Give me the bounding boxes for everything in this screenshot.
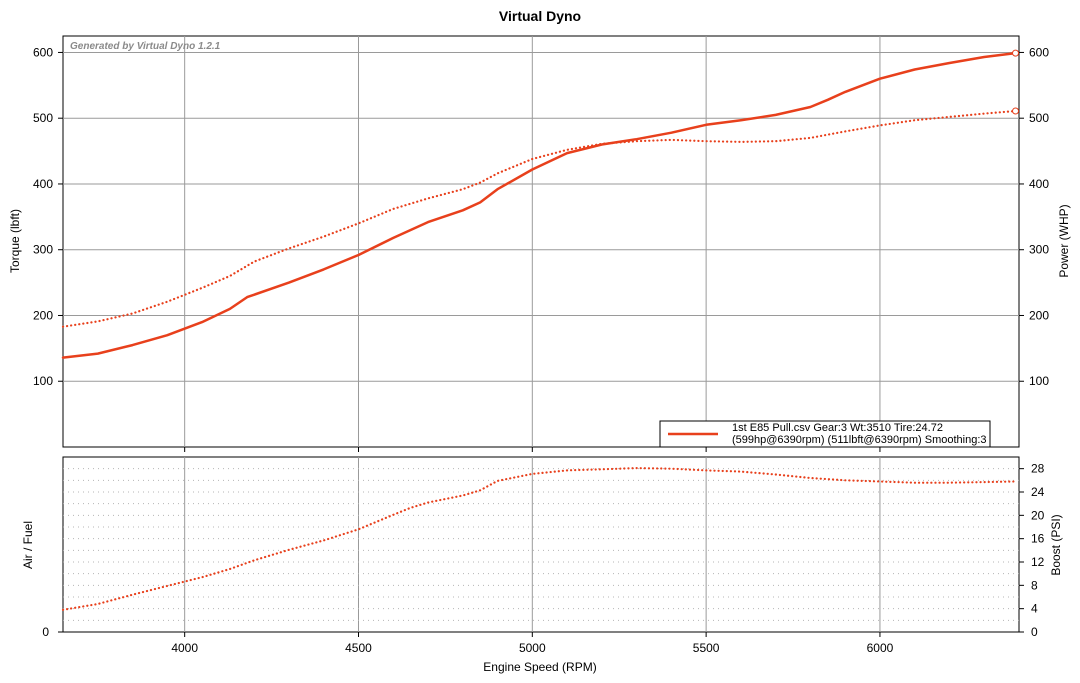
bottom-ticks: 0 4 8 12 16 20 24 28 0 <box>42 462 1044 639</box>
boost-tick-label: 20 <box>1031 508 1045 522</box>
x-tick-label: 6000 <box>867 641 894 655</box>
power-tick-label: 100 <box>1029 374 1049 388</box>
power-tick-label: 400 <box>1029 177 1049 191</box>
boost-tick-label: 8 <box>1031 578 1038 592</box>
power-tick-label: 500 <box>1029 111 1049 125</box>
x-axis-label: Engine Speed (RPM) <box>483 660 596 674</box>
torque-tick-label: 500 <box>33 111 53 125</box>
boost-series-line <box>61 466 1017 611</box>
torque-tick-label: 100 <box>33 374 53 388</box>
airfuel-boost-panel: 0 4 8 12 16 20 24 28 0 Air / Fuel Boost (PSI) <box>21 456 1063 639</box>
torque-tick-label: 600 <box>33 45 53 59</box>
chart-title: Virtual Dyno <box>499 8 581 24</box>
torque-power-panel: 100 200 300 400 500 600 100 200 300 400 500 600 Gen… <box>8 35 1071 448</box>
torque-tick-label: 200 <box>33 308 53 322</box>
boost-tick-label: 16 <box>1031 532 1045 546</box>
boost-tick-label: 12 <box>1031 555 1045 569</box>
top-plot-area <box>62 35 1020 448</box>
boost-tick-label: 4 <box>1031 602 1038 616</box>
boost-axis-label: Boost (PSI) <box>1049 514 1063 575</box>
boost-tick-label: 0 <box>1031 625 1038 639</box>
bottom-plot-area <box>62 456 1020 633</box>
top-grid <box>63 36 1019 447</box>
legend: 1st E85 Pull.csv Gear:3 Wt:3510 Tire:24.… <box>659 420 991 448</box>
power-tick-label: 300 <box>1029 243 1049 257</box>
airfuel-tick-label: 0 <box>42 625 49 639</box>
series-end-marker <box>1012 107 1020 115</box>
top-series <box>61 49 1020 359</box>
x-tick-label: 4000 <box>171 641 198 655</box>
x-axis: 4000 4500 5000 5500 6000 <box>171 447 894 655</box>
torque-axis-label: Torque (lbft) <box>8 209 22 273</box>
boost-tick-label: 28 <box>1031 462 1045 476</box>
x-tick-label: 5000 <box>519 641 546 655</box>
bottom-series <box>61 466 1017 611</box>
x-tick-label: 5500 <box>693 641 720 655</box>
power-tick-label: 200 <box>1029 308 1049 322</box>
airfuel-axis-label: Air / Fuel <box>21 521 35 569</box>
watermark: Generated by Virtual Dyno 1.2.1 <box>70 41 221 52</box>
bottom-grid <box>63 457 1019 632</box>
torque-tick-label: 400 <box>33 177 53 191</box>
power-tick-label: 600 <box>1029 45 1049 59</box>
boost-tick-label: 24 <box>1031 485 1045 499</box>
x-tick-label: 4500 <box>345 641 372 655</box>
legend-entry-line2: (599hp@6390rpm) (511lbft@6390rpm) Smooth… <box>732 434 987 446</box>
legend-entry-line1: 1st E85 Pull.csv Gear:3 Wt:3510 Tire:24.… <box>732 422 943 434</box>
power-axis-label: Power (WHP) <box>1057 204 1071 277</box>
power-series-line <box>61 51 1017 359</box>
torque-tick-label: 300 <box>33 243 53 257</box>
series-end-marker <box>1012 49 1020 57</box>
top-ticks: 100 200 300 400 500 600 100 200 300 400 500 600 <box>33 45 1049 388</box>
